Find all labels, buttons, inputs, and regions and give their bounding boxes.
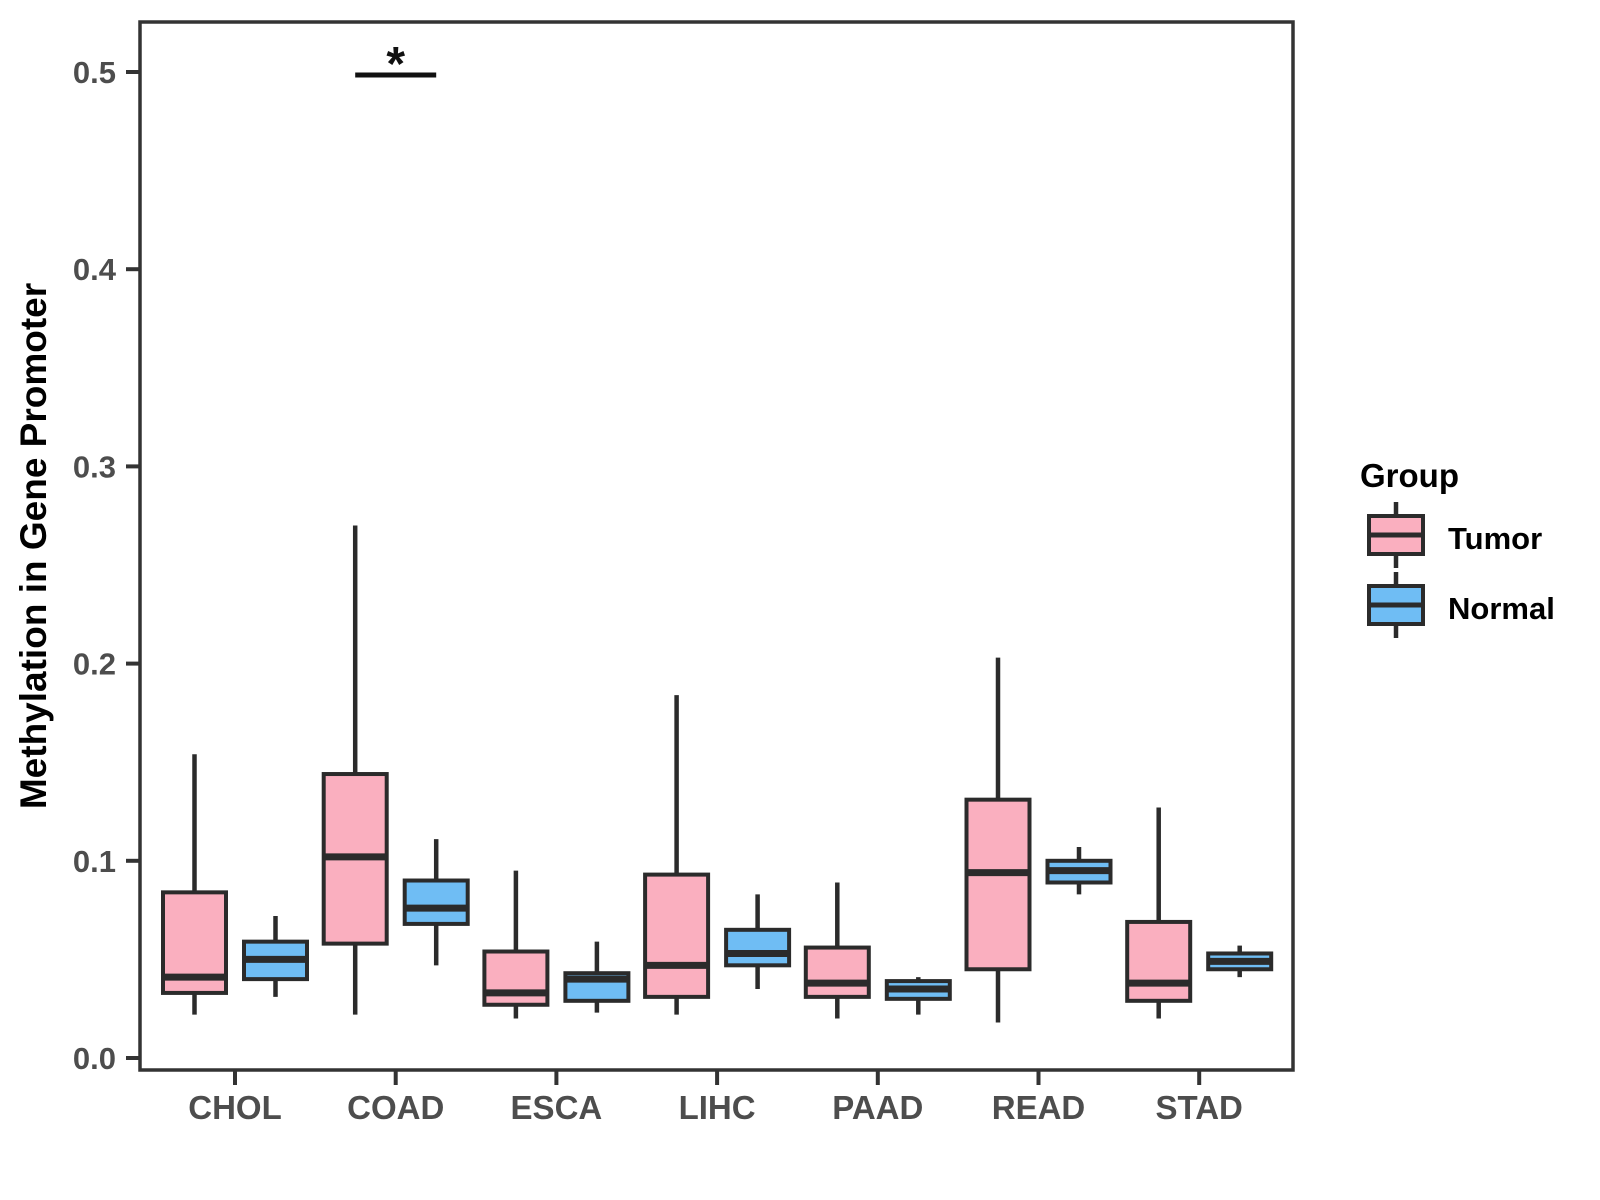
box-tumor-stad bbox=[1125, 919, 1193, 1003]
significance-annotation: * bbox=[355, 38, 437, 91]
x-tick-label-chol: CHOL bbox=[188, 1089, 282, 1126]
y-tick-label: 0.4 bbox=[73, 252, 117, 287]
box-tumor-esca bbox=[482, 949, 550, 1007]
y-axis-title: Methylation in Gene Promoter bbox=[13, 283, 54, 809]
box-normal-coad bbox=[402, 878, 470, 926]
x-tick-label-esca: ESCA bbox=[511, 1089, 603, 1126]
y-axis: 0.0 0.1 0.2 0.3 0.4 0.5 bbox=[73, 55, 139, 1076]
boxplot-series bbox=[161, 525, 1274, 1023]
legend-title: Group bbox=[1360, 457, 1459, 494]
box-normal-lihc bbox=[724, 927, 792, 968]
x-tick-label-stad: STAD bbox=[1156, 1089, 1243, 1126]
y-tick-label: 0.5 bbox=[73, 55, 116, 90]
x-tick-label-read: READ bbox=[992, 1089, 1086, 1126]
x-tick-label-coad: COAD bbox=[347, 1089, 444, 1126]
legend-keys bbox=[1367, 502, 1425, 638]
y-tick-label: 0.1 bbox=[73, 844, 116, 879]
box-tumor-lihc bbox=[643, 872, 711, 999]
x-axis: CHOL COAD ESCA LIHC PAAD READ STAD bbox=[188, 1070, 1243, 1126]
plot-panel-border bbox=[138, 20, 1295, 1072]
x-tick-label-paad: PAAD bbox=[832, 1089, 923, 1126]
significance-star-coad: * bbox=[386, 38, 405, 91]
y-tick-label: 0.2 bbox=[73, 647, 116, 682]
y-tick-label: 0.0 bbox=[73, 1041, 116, 1076]
legend-label-tumor: Tumor bbox=[1448, 521, 1542, 556]
box-tumor-paad bbox=[803, 945, 871, 999]
legend: Group Tumor Normal bbox=[1360, 457, 1555, 638]
x-tick-label-lihc: LIHC bbox=[679, 1089, 756, 1126]
box-tumor-read bbox=[964, 797, 1032, 972]
y-tick-label: 0.3 bbox=[73, 449, 116, 484]
legend-label-normal: Normal bbox=[1448, 591, 1555, 626]
